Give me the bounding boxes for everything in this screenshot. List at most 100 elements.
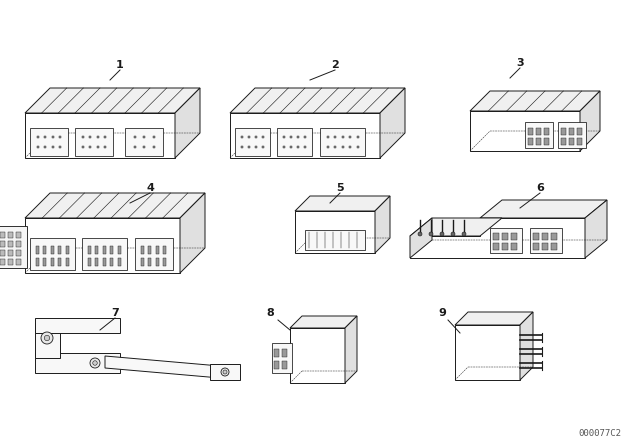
Bar (241, 136, 243, 138)
Bar (8, 250, 13, 256)
Bar (349, 146, 351, 148)
Bar (290, 146, 292, 148)
Bar (43, 246, 46, 254)
Bar (290, 136, 292, 138)
Bar (102, 246, 106, 254)
Bar (118, 258, 120, 266)
Bar (326, 146, 328, 148)
Polygon shape (230, 88, 405, 113)
Bar (60, 136, 61, 138)
Bar (542, 243, 548, 250)
Polygon shape (30, 128, 68, 156)
Polygon shape (345, 316, 357, 383)
Circle shape (440, 232, 444, 236)
Bar (511, 233, 517, 240)
Bar (326, 136, 328, 138)
Bar (8, 232, 13, 238)
Bar (148, 258, 151, 266)
Bar (542, 233, 548, 240)
Bar (102, 258, 106, 266)
Polygon shape (530, 228, 562, 253)
Bar (342, 146, 344, 148)
Bar (95, 246, 98, 254)
Polygon shape (295, 211, 375, 253)
Bar (44, 146, 46, 148)
Bar (16, 259, 21, 265)
Bar (82, 136, 84, 138)
Bar (569, 128, 574, 135)
Bar (65, 258, 68, 266)
Bar (8, 241, 13, 247)
Polygon shape (380, 88, 405, 158)
Circle shape (221, 368, 229, 376)
Polygon shape (35, 318, 120, 333)
Polygon shape (210, 364, 240, 380)
Bar (88, 258, 90, 266)
Bar (561, 128, 566, 135)
Bar (255, 136, 257, 138)
Bar (43, 258, 46, 266)
Bar (0, 241, 5, 247)
Bar (16, 250, 21, 256)
Polygon shape (277, 128, 312, 156)
Polygon shape (525, 122, 553, 148)
Polygon shape (585, 200, 607, 258)
Bar (274, 361, 279, 369)
Bar (262, 136, 264, 138)
Bar (511, 243, 517, 250)
Polygon shape (35, 353, 120, 373)
Bar (282, 361, 287, 369)
Polygon shape (230, 113, 380, 158)
Bar (118, 246, 120, 254)
Bar (134, 136, 136, 138)
Bar (141, 246, 143, 254)
Polygon shape (580, 91, 600, 151)
Polygon shape (25, 113, 175, 158)
Polygon shape (520, 312, 533, 380)
Bar (51, 246, 54, 254)
Polygon shape (75, 128, 113, 156)
Bar (536, 138, 541, 145)
Bar (334, 136, 336, 138)
Polygon shape (30, 238, 75, 270)
Text: 6: 6 (536, 183, 544, 193)
Bar (528, 128, 533, 135)
Polygon shape (290, 316, 357, 328)
Text: 7: 7 (111, 308, 119, 318)
Polygon shape (180, 193, 205, 273)
Bar (82, 146, 84, 148)
Bar (163, 246, 166, 254)
Polygon shape (235, 128, 270, 156)
Bar (163, 258, 166, 266)
Bar (52, 146, 54, 148)
Bar (356, 136, 358, 138)
Bar (152, 146, 154, 148)
Bar (528, 138, 533, 145)
Bar (577, 128, 582, 135)
Circle shape (93, 361, 97, 365)
Bar (110, 258, 113, 266)
Bar (297, 146, 299, 148)
Bar (356, 146, 358, 148)
Bar (143, 146, 145, 148)
Bar (58, 258, 61, 266)
Bar (533, 243, 539, 250)
Bar (65, 246, 68, 254)
Bar (569, 138, 574, 145)
Bar (561, 138, 566, 145)
Bar (334, 146, 336, 148)
Bar (156, 246, 159, 254)
Polygon shape (290, 328, 345, 383)
Bar (97, 146, 99, 148)
Bar (304, 136, 306, 138)
Bar (551, 233, 557, 240)
Text: 4: 4 (146, 183, 154, 193)
Bar (97, 136, 99, 138)
Bar (148, 246, 151, 254)
Circle shape (44, 335, 50, 340)
Polygon shape (470, 111, 580, 151)
Polygon shape (410, 218, 432, 258)
Polygon shape (25, 193, 205, 218)
Bar (283, 136, 285, 138)
Polygon shape (455, 312, 533, 325)
